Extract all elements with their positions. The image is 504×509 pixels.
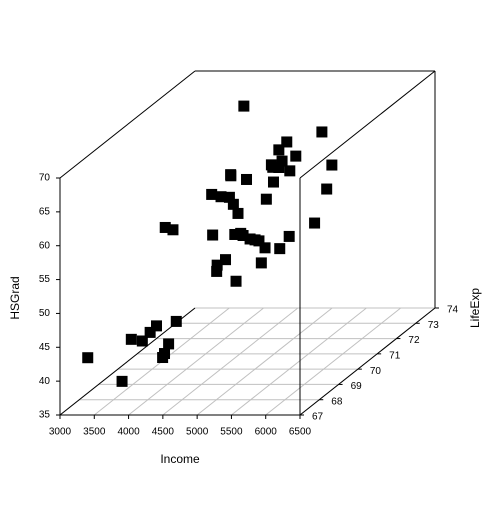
data-point	[244, 233, 256, 245]
grid-line	[196, 307, 333, 416]
data-point	[157, 352, 169, 364]
data-point	[144, 326, 156, 338]
data-point	[163, 338, 175, 350]
data-point	[125, 333, 137, 345]
y-tick-label: 68	[331, 396, 343, 407]
data-point	[241, 173, 253, 185]
data-point	[220, 254, 232, 266]
x-tick-label: 5000	[186, 427, 209, 438]
data-point	[229, 228, 241, 240]
y-tick-label: 71	[389, 350, 401, 361]
x-tick-label: 3000	[49, 427, 72, 438]
grid-line	[231, 307, 367, 416]
y-axis-label: LifeExp	[468, 288, 482, 328]
data-point	[151, 320, 163, 332]
data-point	[170, 315, 182, 327]
y-tick-label: 67	[312, 412, 324, 423]
data-point	[267, 176, 279, 188]
data-point	[223, 191, 235, 203]
data-point	[267, 161, 279, 173]
data-point	[309, 217, 321, 229]
x-tick-label: 6500	[289, 427, 312, 438]
y-tick-label: 74	[447, 305, 459, 316]
data-point	[230, 275, 242, 287]
data-point	[260, 193, 272, 205]
x-tick-label: 6000	[255, 427, 278, 438]
data-point	[274, 243, 286, 255]
data-point	[227, 198, 239, 210]
data-point	[82, 352, 94, 364]
data-point	[232, 207, 244, 219]
z-tick-label: 65	[39, 206, 51, 217]
data-point	[283, 230, 295, 242]
data-point	[238, 100, 250, 112]
data-point	[136, 335, 148, 347]
x-tick-label: 3500	[83, 427, 106, 438]
data-point	[316, 126, 328, 138]
data-point	[211, 265, 223, 277]
data-point	[273, 161, 285, 173]
data-point	[206, 188, 218, 200]
data-point	[207, 229, 219, 241]
data-point	[259, 242, 271, 254]
data-point	[159, 221, 171, 233]
z-tick-label: 40	[39, 376, 51, 387]
data-point	[276, 155, 288, 167]
y-tick-label: 72	[408, 335, 420, 346]
grid-line	[265, 307, 402, 416]
data-point	[290, 150, 302, 162]
data-point	[235, 227, 247, 239]
z-tick-label: 70	[39, 173, 51, 184]
data-point	[326, 159, 338, 171]
data-point	[321, 183, 333, 195]
y-tick-label: 70	[370, 366, 382, 377]
data-point	[225, 170, 237, 182]
y-tick-label: 73	[428, 320, 440, 331]
y-tick-label: 69	[351, 381, 363, 392]
box-edge	[59, 70, 196, 179]
data-point	[253, 235, 265, 247]
x-tick-label: 4000	[117, 427, 140, 438]
data-point	[211, 259, 223, 271]
data-point	[255, 257, 267, 269]
grid-line	[162, 307, 299, 416]
x-tick-label: 4500	[152, 427, 175, 438]
data-point	[273, 144, 285, 156]
z-tick-label: 35	[39, 410, 51, 421]
data-point	[116, 375, 128, 387]
grid-line	[128, 307, 264, 416]
box-edge	[299, 307, 436, 416]
z-tick-label: 45	[39, 342, 51, 353]
data-point	[215, 191, 227, 203]
box-edge	[299, 70, 436, 179]
z-axis-label: HSGrad	[8, 276, 22, 319]
z-tick-label: 60	[39, 240, 51, 251]
data-point	[167, 224, 179, 236]
x-tick-label: 5500	[220, 427, 243, 438]
data-point	[284, 165, 296, 177]
data-point	[281, 136, 293, 148]
z-tick-label: 50	[39, 308, 51, 319]
x-axis-label: Income	[160, 452, 200, 466]
z-tick-label: 55	[39, 274, 51, 285]
